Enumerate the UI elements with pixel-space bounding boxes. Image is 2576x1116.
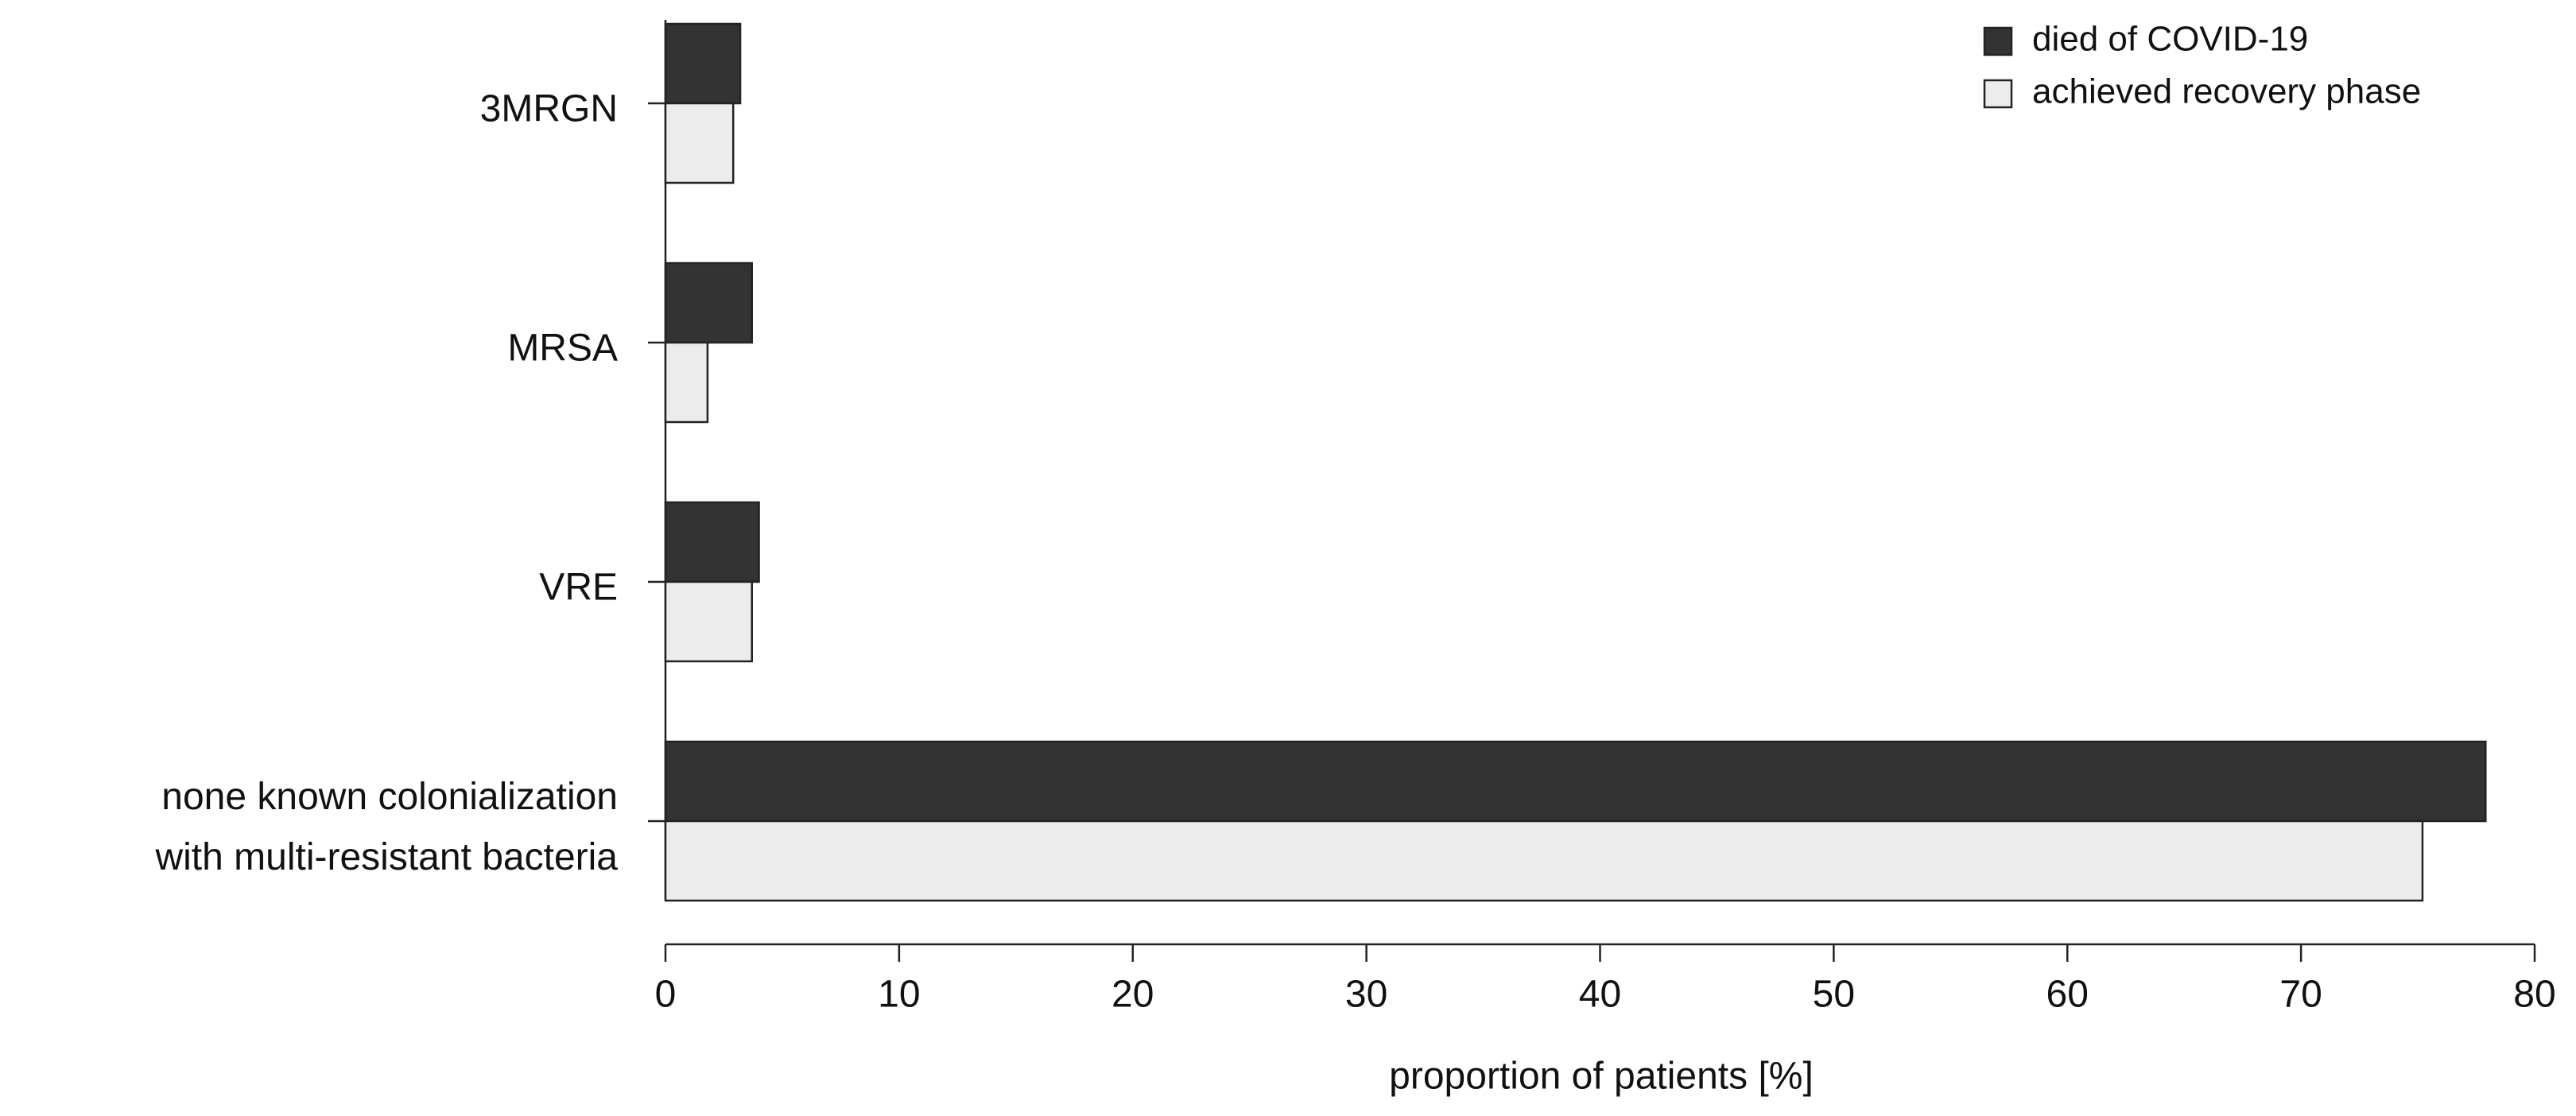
- x-tick-label: 70: [2279, 974, 2322, 1016]
- bar: [664, 102, 735, 184]
- y-tick-label: MRSA: [507, 327, 618, 370]
- legend-label: died of COVID-19: [2032, 20, 2308, 59]
- x-tick-label: 20: [1111, 974, 1154, 1016]
- bar: [664, 22, 742, 105]
- y-tick-label: 3MRGN: [480, 88, 618, 130]
- x-tick-label: 50: [1813, 974, 1855, 1016]
- bar: [664, 501, 760, 583]
- legend-swatch: [1983, 79, 2013, 109]
- x-tick-label: 60: [2046, 974, 2089, 1016]
- bar: [664, 740, 2487, 823]
- x-tick-label: 80: [2513, 974, 2555, 1016]
- y-tick-label: none known colonialization with multi-res…: [154, 776, 618, 878]
- bar: [664, 580, 753, 663]
- x-axis-label: proportion of patients [%]: [1389, 1056, 1814, 1098]
- bar: [664, 820, 2424, 902]
- x-tick-label: 0: [655, 974, 677, 1016]
- y-tick-label: VRE: [539, 567, 618, 609]
- x-tick-label: 40: [1579, 974, 1621, 1016]
- bar: [664, 341, 709, 424]
- bar: [664, 262, 753, 344]
- legend-swatch: [1983, 26, 2013, 56]
- x-tick-label: 10: [878, 974, 920, 1016]
- x-tick-label: 30: [1345, 974, 1387, 1016]
- legend-label: achieved recovery phase: [2032, 72, 2421, 111]
